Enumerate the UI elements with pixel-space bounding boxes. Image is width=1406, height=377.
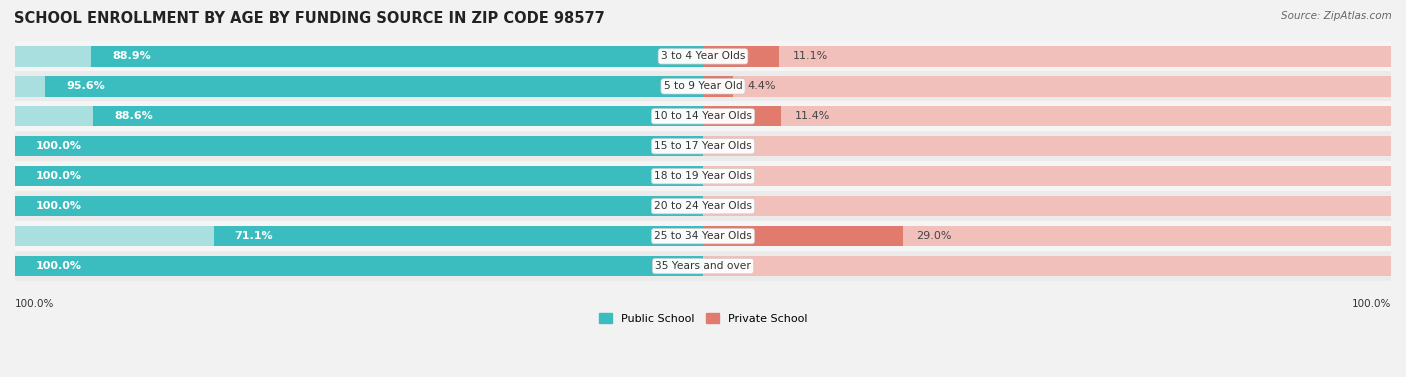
Bar xyxy=(15,196,703,216)
Text: 71.1%: 71.1% xyxy=(235,231,273,241)
Text: 0.0%: 0.0% xyxy=(717,261,745,271)
Bar xyxy=(91,46,703,67)
Text: 35 Years and over: 35 Years and over xyxy=(655,261,751,271)
Text: 0.0%: 0.0% xyxy=(717,201,745,211)
Bar xyxy=(15,166,703,186)
Text: 3 to 4 Year Olds: 3 to 4 Year Olds xyxy=(661,51,745,61)
Text: 29.0%: 29.0% xyxy=(917,231,952,241)
Bar xyxy=(703,106,1391,126)
Bar xyxy=(703,76,1391,97)
Text: 5 to 9 Year Old: 5 to 9 Year Old xyxy=(664,81,742,91)
Text: Source: ZipAtlas.com: Source: ZipAtlas.com xyxy=(1281,11,1392,21)
Bar xyxy=(15,46,703,67)
Bar xyxy=(15,166,703,186)
Text: 100.0%: 100.0% xyxy=(15,299,55,309)
Bar xyxy=(703,136,1391,156)
Text: 11.4%: 11.4% xyxy=(796,111,831,121)
Bar xyxy=(15,221,1391,251)
Bar xyxy=(703,76,734,97)
Bar xyxy=(703,256,1391,276)
Bar xyxy=(703,166,1391,186)
Bar xyxy=(703,226,1391,246)
Text: 0.0%: 0.0% xyxy=(717,171,745,181)
Text: 100.0%: 100.0% xyxy=(35,141,82,151)
Text: 100.0%: 100.0% xyxy=(1351,299,1391,309)
Bar xyxy=(703,106,782,126)
Text: 100.0%: 100.0% xyxy=(35,261,82,271)
Bar xyxy=(15,226,703,246)
Bar xyxy=(15,101,1391,131)
Bar xyxy=(15,41,1391,71)
Text: 10 to 14 Year Olds: 10 to 14 Year Olds xyxy=(654,111,752,121)
Bar xyxy=(703,196,1391,216)
Bar xyxy=(15,161,1391,191)
Text: 100.0%: 100.0% xyxy=(35,201,82,211)
Text: 88.9%: 88.9% xyxy=(112,51,150,61)
Legend: Public School, Private School: Public School, Private School xyxy=(595,309,811,328)
Bar xyxy=(15,76,703,97)
Bar xyxy=(15,71,1391,101)
Bar xyxy=(15,106,703,126)
Bar xyxy=(45,76,703,97)
Text: 25 to 34 Year Olds: 25 to 34 Year Olds xyxy=(654,231,752,241)
Text: 100.0%: 100.0% xyxy=(35,171,82,181)
Bar xyxy=(15,256,703,276)
Bar xyxy=(15,196,703,216)
Bar xyxy=(15,191,1391,221)
Bar xyxy=(15,131,1391,161)
Bar xyxy=(703,46,1391,67)
Text: 15 to 17 Year Olds: 15 to 17 Year Olds xyxy=(654,141,752,151)
Bar xyxy=(93,106,703,126)
Text: 95.6%: 95.6% xyxy=(66,81,104,91)
Text: SCHOOL ENROLLMENT BY AGE BY FUNDING SOURCE IN ZIP CODE 98577: SCHOOL ENROLLMENT BY AGE BY FUNDING SOUR… xyxy=(14,11,605,26)
Bar xyxy=(15,251,1391,281)
Bar xyxy=(703,226,903,246)
Bar xyxy=(703,46,779,67)
Text: 4.4%: 4.4% xyxy=(747,81,776,91)
Bar xyxy=(15,256,703,276)
Text: 18 to 19 Year Olds: 18 to 19 Year Olds xyxy=(654,171,752,181)
Bar xyxy=(15,136,703,156)
Text: 0.0%: 0.0% xyxy=(717,141,745,151)
Text: 88.6%: 88.6% xyxy=(114,111,153,121)
Bar xyxy=(15,136,703,156)
Bar xyxy=(214,226,703,246)
Text: 20 to 24 Year Olds: 20 to 24 Year Olds xyxy=(654,201,752,211)
Text: 11.1%: 11.1% xyxy=(793,51,828,61)
